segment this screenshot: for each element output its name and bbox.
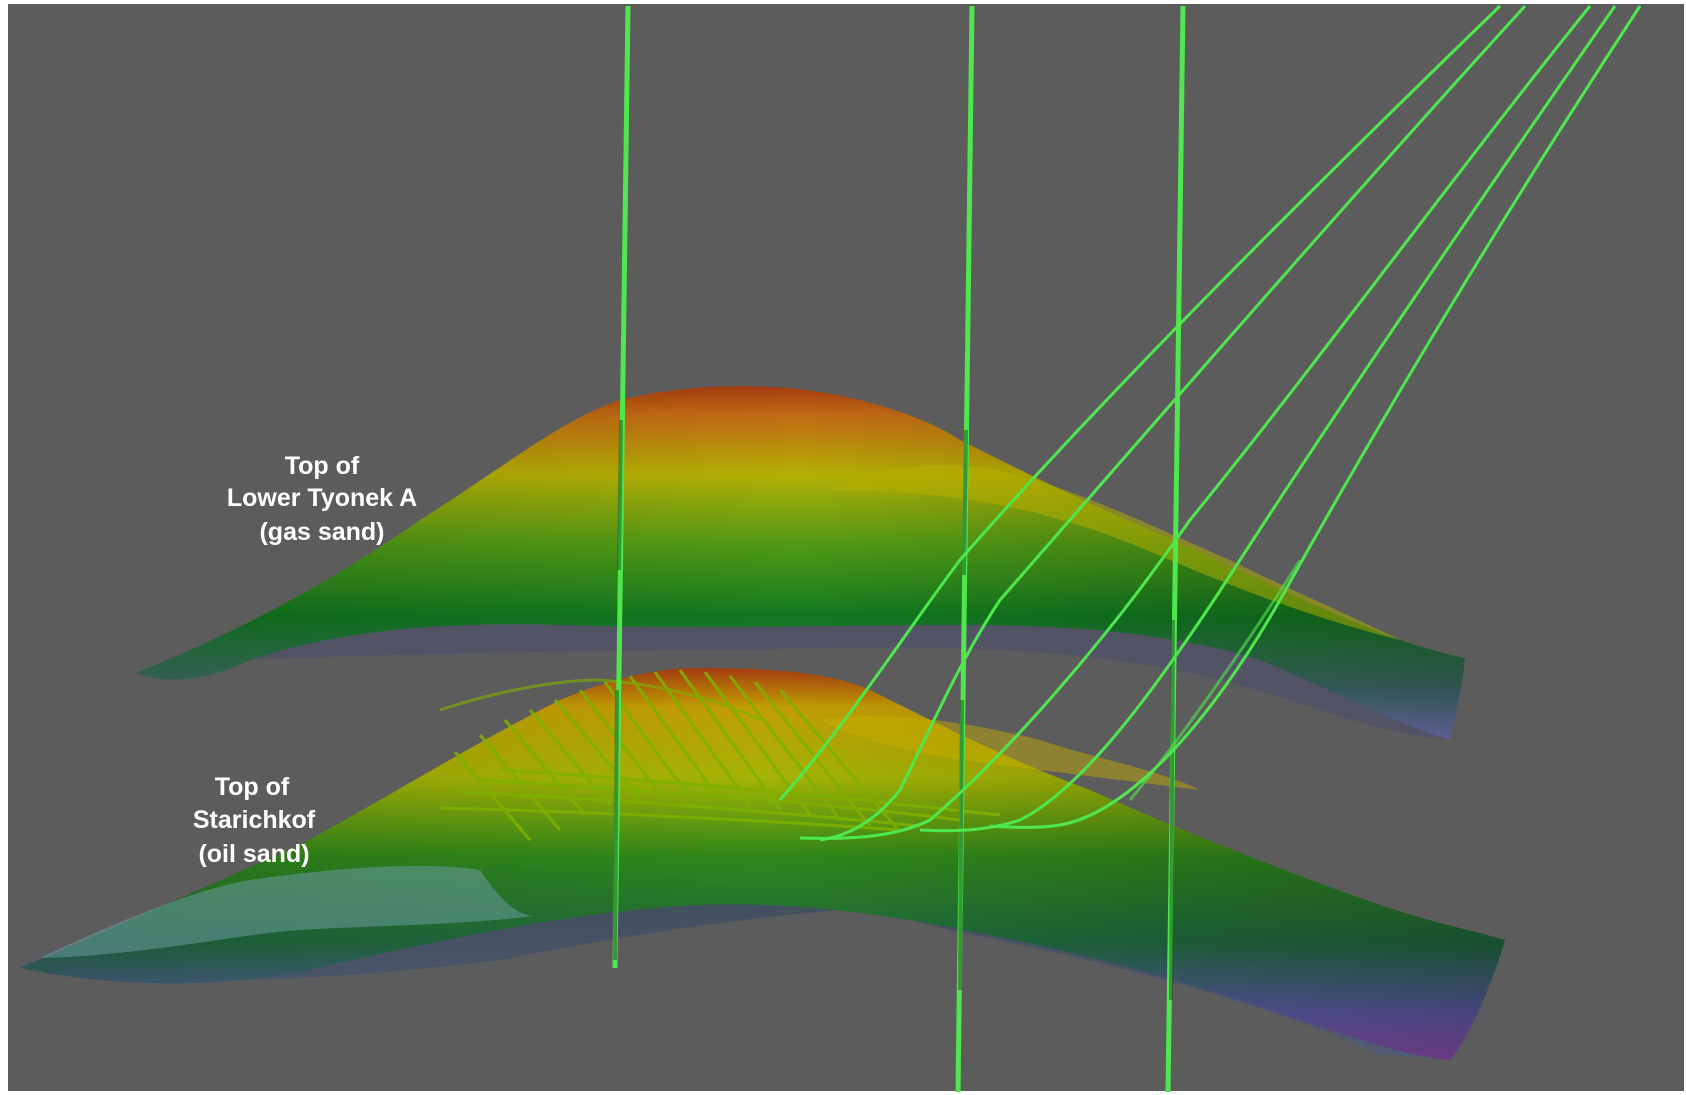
label-line: Starichkof [193, 806, 316, 834]
label-line: Lower Tyonek A [227, 484, 417, 512]
deviated-wells [778, 4, 1642, 842]
label-lower-tyonek-a: Top of Lower Tyonek A (gas sand) [227, 452, 417, 546]
deviated-well-2[interactable] [819, 4, 1527, 842]
label-line: (oil sand) [198, 840, 309, 868]
deviated-well-4[interactable] [919, 5, 1617, 833]
label-line: Top of [285, 452, 360, 480]
horizontal-wells [439, 669, 1001, 841]
label-line: (gas sand) [259, 518, 384, 546]
surface-lower-tyonek-a[interactable] [135, 386, 1465, 740]
deviated-well-5[interactable] [989, 5, 1642, 829]
surface-starichkof[interactable] [20, 668, 1505, 1060]
deviated-well-3[interactable] [799, 5, 1592, 840]
deviated-well-1[interactable] [778, 4, 1502, 801]
label-starichkof: Top of Starichkof (oil sand) [193, 773, 316, 868]
label-line: Top of [215, 773, 290, 801]
